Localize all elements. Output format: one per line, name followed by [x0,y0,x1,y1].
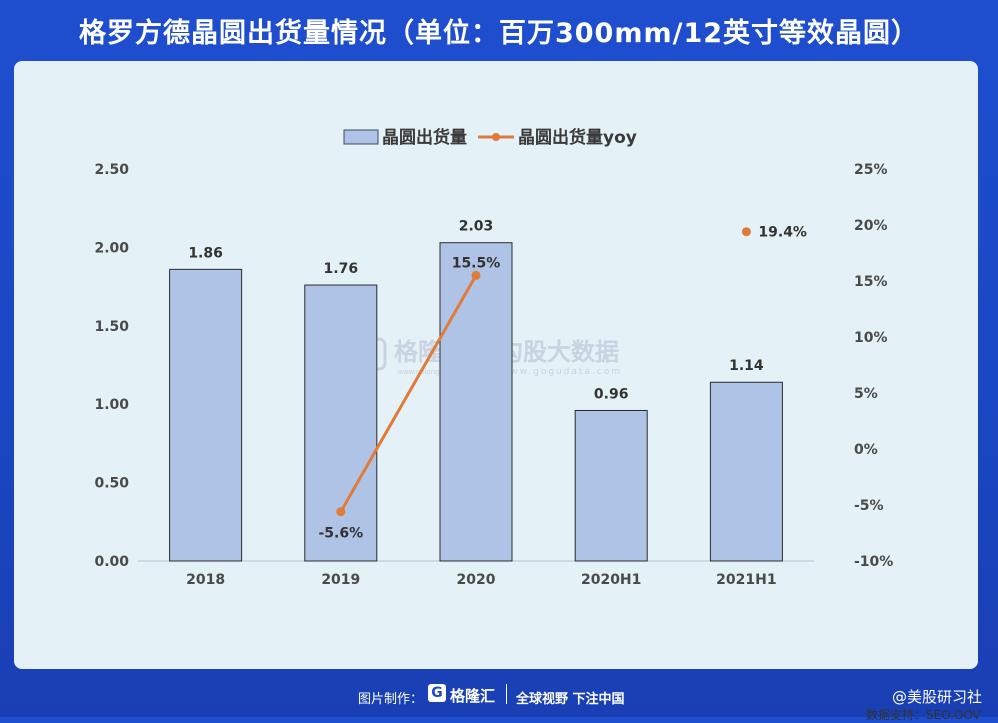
y-right-tick-label: 15% [854,274,888,290]
legend-line-marker [492,133,500,141]
yoy-line-segment [339,274,478,513]
bar-data-label: 0.96 [594,386,629,402]
footer-logo-text: 格隆汇 [450,687,496,705]
x-tick-label: 2020H1 [581,572,641,588]
bar [574,409,648,562]
bar-data-label: 1.86 [188,245,223,261]
yoy-data-label: -5.6% [318,526,363,542]
chart-panel: 格隆汇 www.gelonghui.com 勾股大数据 www.gogudata.co… [14,61,981,722]
y-left-tick-label: 0.50 [94,476,129,492]
watermark-right: 勾股大数据 [499,338,619,366]
y-right-tick-label: -10% [854,554,893,570]
x-tick-label: 2020 [457,572,496,588]
y-right-tick-label: 10% [854,330,888,346]
legend-bar-swatch [343,129,379,145]
y-left-tick-label: 2.00 [94,240,129,256]
bar-data-label: 1.76 [324,261,359,277]
bar [169,268,243,562]
bar [439,242,513,562]
y-left-tick-label: 0.00 [94,554,129,570]
x-tick-label: 2021H1 [716,572,776,588]
x-tick-label: 2018 [186,572,225,588]
y-right-tick-label: 5% [854,386,878,402]
y-right-tick-label: 20% [854,218,888,234]
y-left-tick-label: 1.50 [94,319,129,335]
x-tick-label: 2019 [321,572,360,588]
made-by-label: 图片制作： [358,692,424,707]
author-handle: @美股研习社 [891,688,982,706]
y-left-tick-label: 1.00 [94,397,129,413]
chart: 格隆汇www.gelonghui.com勾股大数据www.gogudata.co… [94,127,893,588]
y-right-tick-label: 25% [854,162,888,178]
y-right-tick-label: 0% [854,442,878,458]
yoy-point [741,227,751,237]
gelonghui-logo-icon: G [428,684,446,702]
bar-data-label: 1.14 [729,358,764,374]
yoy-data-label: 19.4% [758,225,807,241]
watermark-left-url: www.gelonghui.com [397,368,468,376]
bar [304,284,378,562]
y-left-tick-label: 2.50 [94,162,129,178]
bar-data-label: 2.03 [459,219,494,235]
yoy-point [336,507,346,517]
y-right-tick-label: -5% [854,498,884,514]
bar [709,381,783,562]
footer-slogan: 全球视野 下注中国 [516,692,625,707]
legend-line-label: 晶圆出货量yoy [518,127,637,148]
legend-bar-label: 晶圆出货量 [382,127,467,148]
footer: 图片制作： G 格隆汇 全球视野 下注中国 @美股研习社 [0,672,998,717]
watermark-right-url: www.gogudata.com [501,367,622,377]
yoy-data-label: 15.5% [452,255,501,271]
page-title: 格罗方德晶圆出货量情况（单位：百万300mm/12英寸等效晶圆） [78,17,920,49]
footer-divider [506,684,507,704]
yoy-point [471,270,481,280]
